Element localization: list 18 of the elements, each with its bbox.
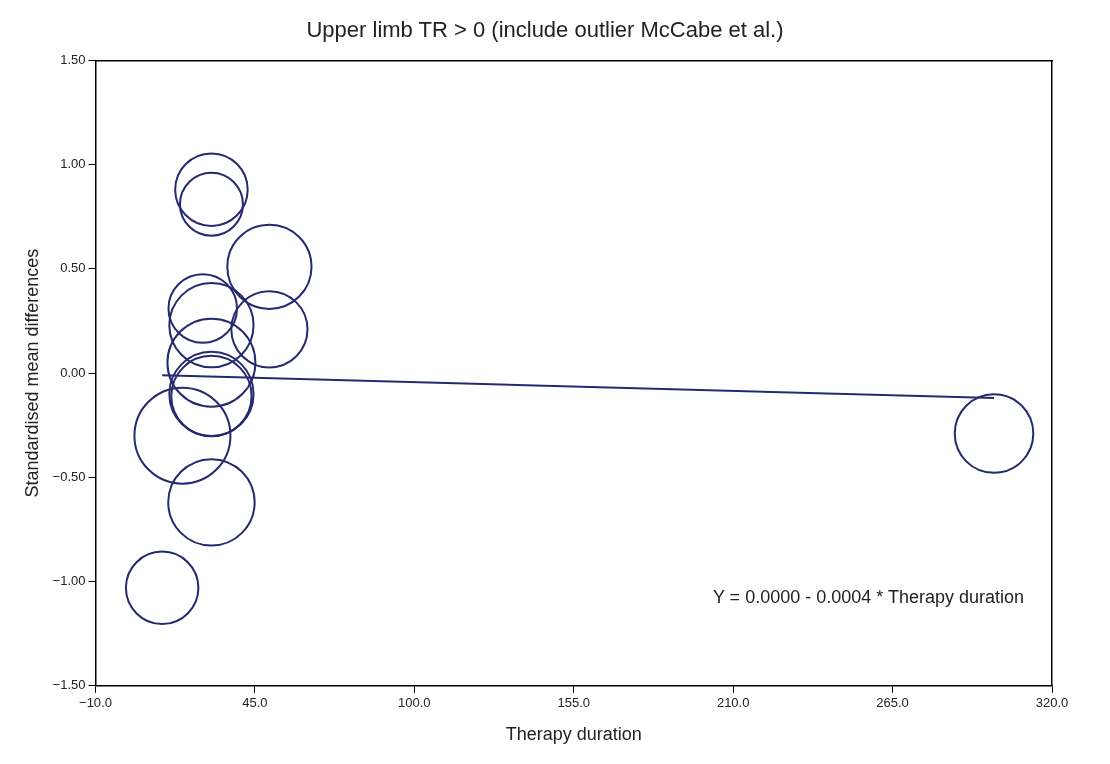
y-tick-label: −1.00 <box>52 573 86 589</box>
y-tick-label: 1.50 <box>60 51 86 67</box>
y-tick-label: 0.00 <box>60 364 86 380</box>
x-tick-label: 45.0 <box>242 695 268 711</box>
y-tick-label: −0.50 <box>52 468 86 484</box>
x-tick-label: 155.0 <box>557 695 591 711</box>
y-axis-title: Standardised mean differences <box>21 248 42 498</box>
y-tick-label: 1.00 <box>60 156 86 172</box>
y-tick-label: −1.50 <box>52 677 86 693</box>
y-tick-label: 0.50 <box>60 260 86 276</box>
x-tick-label: −10.0 <box>79 695 112 711</box>
x-tick-label: 100.0 <box>398 695 431 711</box>
x-tick-label: 320.0 <box>1035 695 1069 711</box>
annotation: Y = 0.0000 - 0.0004 * Therapy duration <box>712 586 1024 607</box>
x-tick-label: 265.0 <box>876 695 909 711</box>
chart-title: Upper limb TR > 0 (include outlier McCabe et al.) <box>306 17 784 43</box>
x-axis-title: Therapy duration <box>505 724 642 745</box>
x-tick-label: 210.0 <box>716 695 750 711</box>
